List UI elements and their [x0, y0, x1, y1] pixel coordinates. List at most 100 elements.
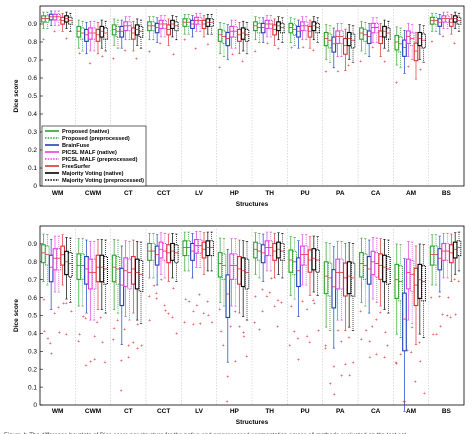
y-tick-label: 0.3 — [28, 129, 37, 136]
box-LV-6 — [201, 15, 207, 38]
outlier-marker: + — [112, 56, 115, 62]
box-PU-3 — [296, 19, 301, 49]
box-body — [76, 253, 82, 280]
box-CA-6: + — [378, 238, 384, 316]
box-body — [327, 262, 333, 297]
outlier-marker: + — [43, 329, 46, 335]
box-CCT-2 — [150, 16, 156, 41]
box-body — [154, 22, 160, 34]
box-LV-2: + — [186, 231, 191, 305]
box-CT-1: ++ — [112, 239, 117, 344]
box-TH-1: + — [253, 16, 258, 55]
box-PU-8 — [315, 17, 321, 43]
box-CCT-8: + — [173, 233, 179, 338]
box-AM-8: + — [421, 244, 427, 397]
box-body — [182, 240, 188, 257]
outlier-marker: + — [371, 45, 374, 51]
box-body — [240, 257, 246, 288]
category-label: TH — [265, 408, 274, 415]
box-TH-5 — [268, 15, 274, 38]
box-PU-1: ++ — [288, 236, 294, 349]
box-body — [409, 31, 415, 47]
box-body — [359, 27, 364, 40]
outlier-marker: + — [171, 315, 174, 321]
y-tick-label: 0.4 — [28, 111, 37, 118]
box-body — [276, 21, 281, 32]
box-body — [272, 24, 278, 36]
outlier-marker: + — [163, 303, 166, 309]
box-CA-2 — [362, 22, 368, 55]
outlier-marker: + — [266, 41, 269, 47]
outlier-marker: + — [192, 322, 195, 328]
outlier-marker: + — [167, 311, 170, 317]
outlier-marker: + — [47, 336, 50, 342]
outlier-marker: + — [50, 351, 53, 357]
y-tick-label: 0.1 — [28, 165, 37, 172]
legend: Proposed (native)Proposed (preprocessed)… — [41, 125, 147, 187]
box-HP-1: + — [217, 22, 223, 71]
box-body — [99, 254, 105, 283]
box-PA-3 — [331, 27, 337, 69]
box-CCT-5 — [162, 15, 168, 38]
outlier-marker: + — [365, 328, 368, 334]
box-body — [201, 241, 207, 259]
category-label: AM — [406, 190, 416, 197]
box-PU-6: + — [307, 236, 313, 346]
box-TH-4: + — [264, 15, 270, 47]
box-body — [111, 24, 117, 36]
box-WM-5 — [56, 10, 62, 27]
box-body — [370, 250, 376, 276]
box-body — [359, 252, 364, 278]
box-CT-7: ++ — [134, 241, 140, 352]
box-body — [402, 292, 407, 352]
box-CT-6: + — [130, 239, 136, 346]
outlier-marker: + — [148, 294, 151, 300]
outlier-marker: + — [333, 392, 336, 398]
outlier-marker: + — [308, 340, 311, 346]
box-body — [229, 253, 234, 280]
box-body — [115, 256, 121, 285]
box-body — [209, 240, 215, 257]
category-label: CT — [124, 408, 133, 415]
box-body — [279, 22, 285, 34]
outlier-marker: + — [383, 60, 386, 66]
outlier-marker: + — [368, 339, 371, 345]
box-CA-7: ++ — [382, 239, 387, 361]
box-body — [315, 22, 321, 34]
box-body — [244, 258, 250, 290]
box-CA-4: + — [370, 17, 376, 51]
category-label: LV — [195, 190, 203, 197]
box-body — [272, 242, 278, 261]
category-label: CCT — [157, 190, 170, 197]
box-PA-1: ++ — [323, 242, 329, 352]
box-TH-8: + — [279, 233, 285, 307]
outlier-marker: + — [435, 332, 438, 338]
outlier-marker: + — [140, 343, 143, 349]
box-body — [374, 252, 380, 278]
box-body — [150, 21, 156, 32]
box-TH-4: + — [264, 231, 270, 300]
box-body — [398, 265, 403, 302]
outlier-marker: + — [42, 37, 45, 43]
box-body — [193, 239, 199, 254]
outlier-marker: + — [116, 318, 119, 324]
box-HP-3: ++ — [225, 248, 231, 405]
legend-label: FreeSurfer — [62, 164, 91, 170]
outlier-marker: + — [419, 359, 422, 365]
box-body — [147, 242, 152, 261]
box-HP-2: + — [221, 238, 227, 349]
outlier-marker: + — [229, 325, 232, 331]
outlier-marker: + — [258, 328, 261, 334]
box-WM-4: + — [52, 10, 58, 35]
box-CCT-3 — [154, 17, 160, 43]
outlier-marker: + — [337, 329, 340, 335]
category-label: CA — [371, 190, 381, 197]
outlier-marker: + — [438, 295, 441, 301]
outlier-marker: + — [226, 399, 229, 405]
box-body — [279, 242, 285, 261]
outlier-marker: + — [410, 350, 413, 356]
box-body — [87, 27, 93, 40]
outlier-marker: + — [120, 359, 123, 365]
outlier-marker: + — [446, 313, 449, 319]
box-body — [260, 244, 266, 264]
